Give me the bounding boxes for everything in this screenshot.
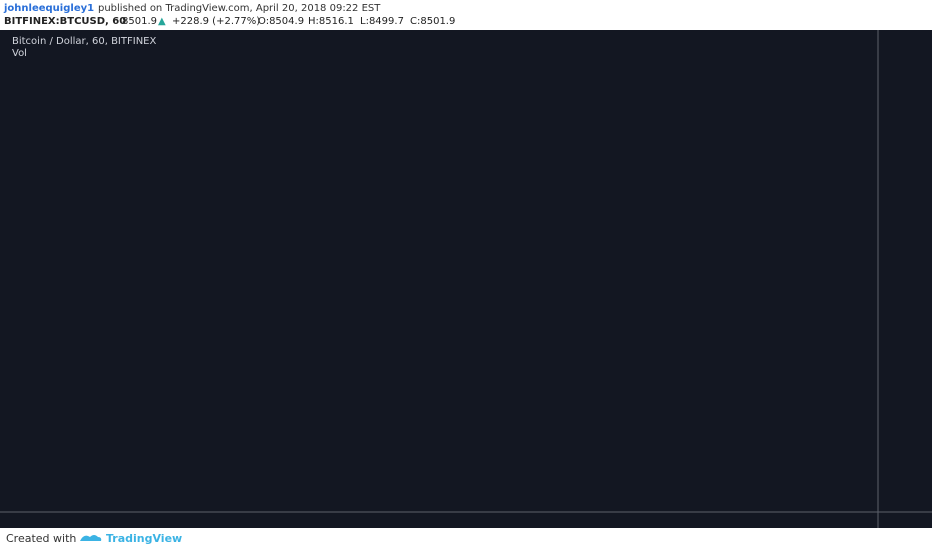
chart-subtitle: Vol <box>12 48 27 59</box>
chart-bg <box>0 30 932 528</box>
arrow: ▲ <box>158 16 166 27</box>
open: O:8504.9 <box>258 16 304 27</box>
symbol: BITFINEX:BTCUSD, 60 <box>4 16 126 27</box>
brand-logo <box>80 535 102 541</box>
close: C:8501.9 <box>410 16 455 27</box>
footer-brand[interactable]: TradingView <box>106 532 182 545</box>
chart-title: Bitcoin / Dollar, 60, BITFINEX <box>12 36 156 47</box>
last: 8501.9 <box>122 16 157 27</box>
published: published on TradingView.com, April 20, … <box>98 3 381 14</box>
high: H:8516.1 <box>308 16 354 27</box>
footer-bg <box>0 528 932 550</box>
change: +228.9 (+2.77%) <box>172 16 260 27</box>
low: L:8499.7 <box>360 16 404 27</box>
header-bg <box>0 0 932 30</box>
author[interactable]: johnleequigley1 <box>3 3 94 14</box>
footer-created: Created with <box>6 532 76 545</box>
